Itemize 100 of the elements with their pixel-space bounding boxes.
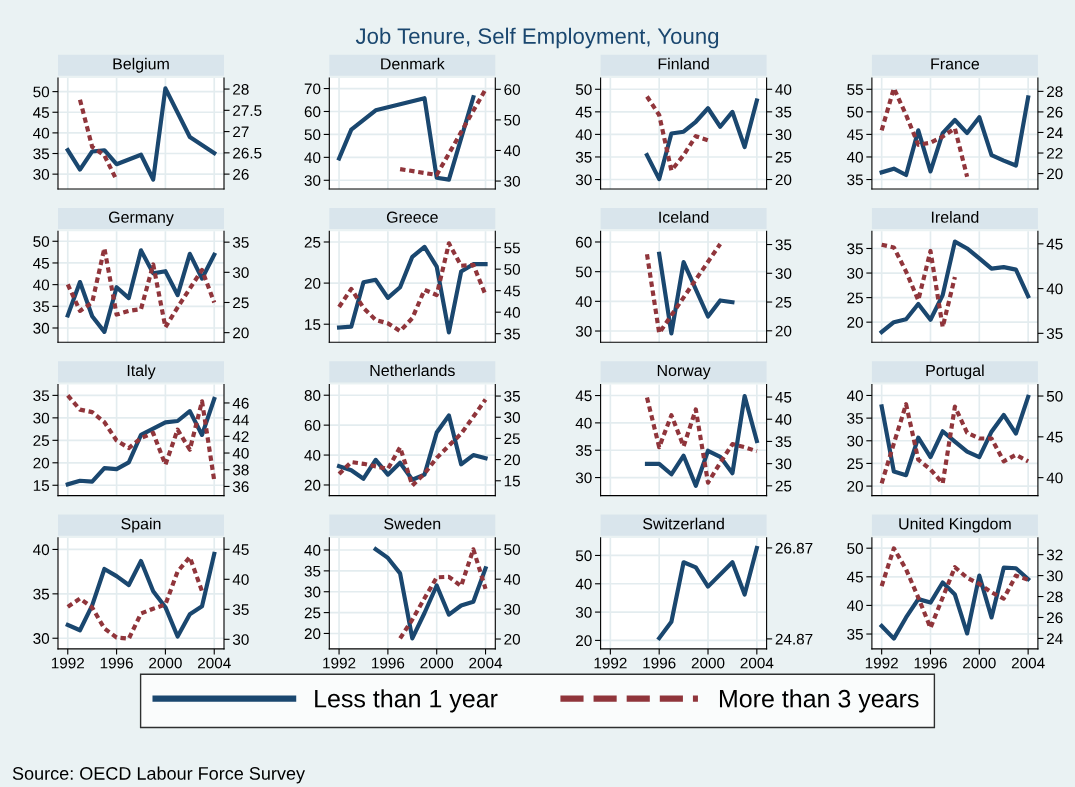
y2-tick-label: 40 — [232, 447, 249, 459]
y-tick-label: 60 — [304, 420, 321, 431]
y2-tick-label: 28 — [1047, 591, 1063, 603]
y2-tick-label: 35 — [1046, 328, 1063, 340]
y2-tick-label: 60 — [504, 84, 521, 95]
y-tick-label: 20 — [847, 480, 863, 492]
chart-title: Iceland — [659, 211, 709, 223]
y-tick-label: 60 — [576, 236, 592, 248]
y2-tick-label: 42 — [232, 431, 249, 442]
chart-title: Ireland — [931, 211, 979, 223]
line-series — [336, 95, 476, 182]
y-tick-label: 20 — [33, 457, 50, 469]
y-tick-label: 80 — [304, 390, 321, 401]
y-tick-label: 25 — [304, 607, 321, 619]
x-tick-label: 1996 — [643, 657, 676, 669]
y2-tick-label: 20 — [233, 327, 249, 339]
y-tick-label: 35 — [575, 445, 592, 456]
x-tick-label: 2004 — [740, 657, 774, 669]
chart-title: Sweden — [384, 517, 441, 530]
y2-tick-label: 32 — [1046, 549, 1063, 561]
y-tick-label: 35 — [575, 151, 592, 163]
y2-tick-label: 45 — [232, 544, 249, 555]
x-tick-label: 1992 — [51, 657, 84, 669]
y2-tick-label: 45 — [1046, 431, 1063, 443]
y2-tick-label: 20 — [775, 174, 792, 186]
y2-tick-label: 30 — [1046, 570, 1063, 582]
y2-tick-label: 50 — [504, 114, 521, 126]
y-tick-label: 15 — [33, 480, 50, 491]
y-tick-label: 35 — [847, 243, 863, 255]
y-tick-label: 45 — [575, 106, 592, 118]
line-series — [644, 94, 711, 173]
y-tick-label: 40 — [304, 449, 321, 461]
x-tick-label: 2004 — [198, 657, 231, 669]
y2-tick-label: 25 — [775, 151, 792, 163]
line-series — [398, 547, 488, 641]
chart-title: Portugal — [926, 364, 984, 380]
y2-tick-label: 30 — [232, 267, 249, 279]
y-tick-label: 60 — [304, 106, 321, 118]
chart-title: Denmark — [381, 57, 445, 70]
y2-tick-label: 35 — [504, 390, 520, 402]
y-tick-label: 50 — [847, 106, 863, 118]
chart-title: Finland — [658, 57, 709, 70]
line-series — [373, 547, 488, 641]
y-tick-label: 40 — [846, 600, 863, 612]
y2-tick-label: 30 — [232, 634, 249, 645]
x-tick-label: 2000 — [420, 657, 454, 669]
y2-tick-label: 40 — [775, 414, 792, 425]
y-tick-label: 35 — [847, 174, 863, 186]
y-tick-label: 30 — [575, 174, 592, 186]
x-tick-label: 2000 — [149, 657, 182, 669]
y-tick-label: 30 — [33, 169, 50, 180]
x-tick-label: 2004 — [1011, 657, 1045, 669]
y2-tick-label: 30 — [504, 175, 521, 187]
x-tick-label: 1992 — [865, 657, 898, 669]
y-tick-label: 35 — [33, 588, 50, 600]
y-tick-label: 30 — [847, 267, 863, 279]
y2-tick-label: 26 — [1047, 612, 1063, 624]
y2-tick-label: 35 — [775, 106, 792, 118]
y2-tick-label: 44 — [232, 414, 249, 426]
chart-title: Norway — [657, 364, 711, 380]
y2-tick-label: 40 — [503, 145, 521, 157]
y2-tick-label: 20 — [504, 633, 521, 645]
y2-tick-label: 55 — [504, 242, 520, 254]
y2-tick-label: 45 — [503, 285, 520, 297]
y-tick-label: 30 — [575, 325, 592, 337]
y2-tick-label: 50 — [504, 544, 521, 555]
y2-tick-label: 26.87 — [775, 542, 813, 554]
y2-tick-label: 25 — [775, 296, 792, 308]
y2-tick-label: 45 — [1046, 238, 1063, 250]
y2-tick-label: 26 — [1047, 106, 1063, 118]
line-series — [879, 394, 1031, 478]
y-tick-label: 50 — [847, 543, 863, 554]
line-series — [879, 565, 1031, 641]
y-tick-label: 30 — [33, 412, 50, 424]
y2-tick-label: 35 — [775, 436, 792, 448]
y-tick-label: 55 — [847, 84, 863, 95]
y-tick-label: 45 — [33, 107, 50, 118]
y-tick-label: 45 — [575, 390, 592, 402]
y-tick-label: 20 — [576, 635, 592, 647]
line-series — [644, 98, 759, 182]
x-tick-label: 2000 — [691, 657, 725, 669]
source-note: Source: OECD Labour Force Survey — [12, 766, 305, 784]
y2-tick-label: 30 — [775, 268, 792, 279]
text: Job Tenure, Self Employment, Young — [355, 27, 719, 49]
y2-tick-label: 20 — [1047, 168, 1063, 180]
y2-tick-label: 26.5 — [233, 147, 262, 159]
line-series — [65, 86, 217, 182]
y-tick-label: 40 — [846, 151, 863, 163]
y-tick-label: 25 — [33, 435, 50, 447]
y2-tick-label: 28 — [233, 83, 249, 95]
y-tick-label: 50 — [304, 129, 321, 141]
line-series — [879, 402, 1031, 486]
y2-tick-label: 35 — [775, 239, 792, 251]
y2-tick-label: 35 — [504, 328, 520, 340]
y-tick-label: 50 — [575, 550, 592, 562]
line-series — [336, 397, 488, 488]
chart-title: Belgium — [113, 57, 169, 73]
y2-tick-label: 30 — [775, 458, 792, 470]
y-tick-label: 20 — [847, 317, 863, 328]
y-tick-label: 40 — [575, 578, 592, 590]
